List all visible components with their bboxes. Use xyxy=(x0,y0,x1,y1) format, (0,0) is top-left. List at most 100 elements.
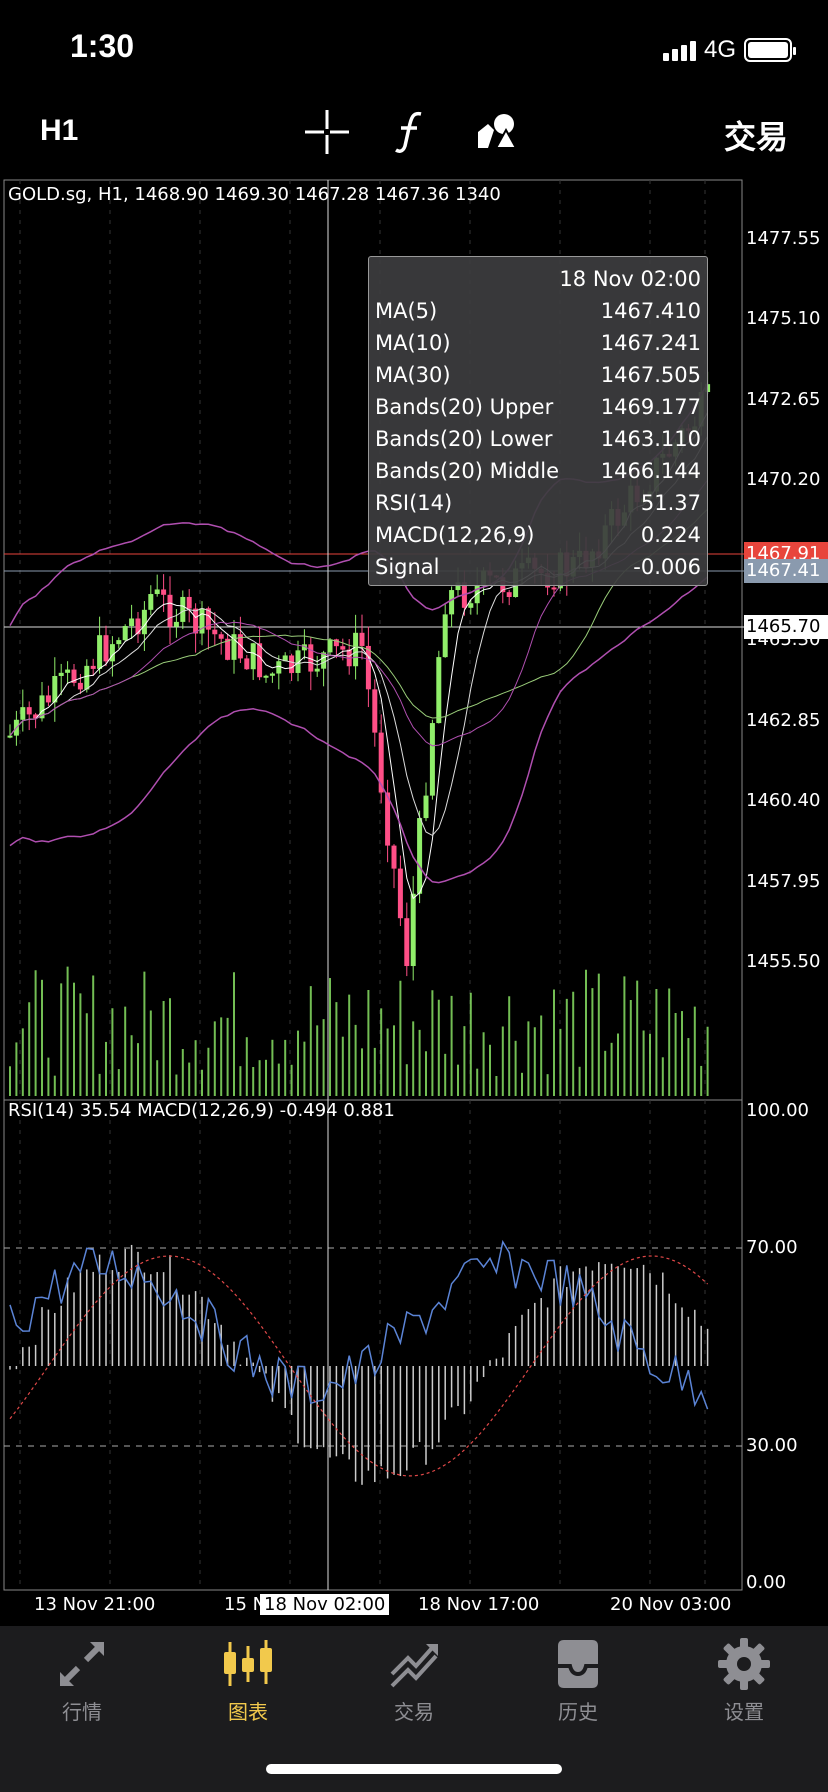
candle-body xyxy=(141,609,147,635)
crosshair-time-tag: 18 Nov 02:00 xyxy=(260,1594,390,1615)
candle-body xyxy=(263,675,269,678)
candle-body xyxy=(449,590,455,615)
candle-body xyxy=(333,639,339,647)
candle-body xyxy=(116,640,122,645)
candle-body xyxy=(404,918,410,967)
candle-body xyxy=(180,596,186,622)
candle-body xyxy=(327,639,333,653)
candle-body xyxy=(135,618,141,635)
settings-icon xyxy=(718,1638,770,1690)
trade-button[interactable]: 交易 xyxy=(723,118,788,156)
tab-settings[interactable]: 设置 xyxy=(684,1636,804,1725)
candle-body xyxy=(506,592,512,598)
candle-body xyxy=(244,658,250,670)
tooltip-row: Signal -0.006 xyxy=(375,555,701,579)
tooltip-row: RSI(14) 51.37 xyxy=(375,491,701,515)
candle-body xyxy=(269,673,275,676)
crosshair-icon[interactable] xyxy=(303,108,351,156)
main-chart-info: GOLD.sg, H1, 1468.90 1469.30 1467.28 146… xyxy=(8,184,501,205)
candle-body xyxy=(167,594,173,627)
tooltip-row: Bands(20) Lower 1463.110 xyxy=(375,427,701,451)
candle-body xyxy=(173,621,179,627)
candle-body xyxy=(321,652,327,669)
candle-body xyxy=(340,646,346,650)
candle-body xyxy=(199,608,205,634)
tooltip-row: Bands(20) Upper 1469.177 xyxy=(375,395,701,419)
indicator-axis-label: 30.00 xyxy=(746,1435,798,1456)
candle-body xyxy=(77,682,83,690)
tooltip-row: MA(5) 1467.410 xyxy=(375,299,701,323)
home-indicator xyxy=(266,1764,562,1774)
candle-body xyxy=(410,893,416,967)
candle-body xyxy=(148,594,154,610)
candle-body xyxy=(282,655,288,662)
tab-chart[interactable]: 图表 xyxy=(188,1636,308,1725)
time-axis-label: 18 Nov 17:00 xyxy=(418,1594,540,1615)
crosshair-price-tag: 1465.70 xyxy=(744,615,828,639)
status-indicators: 4G xyxy=(662,36,796,64)
tab-quotes[interactable]: 行情 xyxy=(22,1636,142,1725)
candle-body xyxy=(20,707,26,720)
candle-body xyxy=(276,661,282,674)
network-type: 4G xyxy=(703,36,736,63)
crosshair-data-window: 18 Nov 02:00 MA(5) 1467.410 MA(10) 1467.24… xyxy=(368,256,708,586)
candle-body xyxy=(391,845,397,869)
candle-body xyxy=(295,650,301,673)
candle-body xyxy=(237,634,243,659)
price-axis-label: 1462.85 xyxy=(746,710,821,731)
macd-signal-line xyxy=(9,1255,709,1477)
candle-body xyxy=(103,635,109,662)
tab-history[interactable]: 历史 xyxy=(518,1636,638,1725)
chart-icon xyxy=(224,1640,272,1686)
candle-body xyxy=(308,644,314,672)
candle-body xyxy=(436,657,442,724)
objects-icon[interactable] xyxy=(474,108,522,156)
quotes-icon xyxy=(59,1641,105,1687)
tooltip-row: MACD(12,26,9) 0.224 xyxy=(375,523,701,547)
indicator-pane-frame xyxy=(3,1099,743,1591)
candle-body xyxy=(468,603,474,608)
candle-body xyxy=(397,868,403,919)
candle-body xyxy=(212,629,218,635)
battery-icon xyxy=(744,38,796,62)
candle-body xyxy=(314,668,320,672)
status-bar: 1:30 4G xyxy=(0,0,828,100)
timeframe-button[interactable]: H1 xyxy=(40,114,79,147)
candle-body xyxy=(186,596,192,609)
candle-body xyxy=(372,689,378,733)
candle-body xyxy=(257,643,263,678)
time-axis-label: 15 N xyxy=(224,1594,267,1615)
candle-body xyxy=(154,589,160,595)
tooltip-date: 18 Nov 02:00 xyxy=(559,267,701,291)
candle-body xyxy=(33,714,39,719)
candle-body xyxy=(353,632,359,667)
indicator-axis-label: 100.00 xyxy=(746,1100,809,1121)
candle-body xyxy=(71,669,77,683)
time-axis-label: 20 Nov 03:00 xyxy=(610,1594,732,1615)
candle-body xyxy=(218,634,224,639)
tooltip-row: Bands(20) Middle 1466.144 xyxy=(375,459,701,483)
tab-trade[interactable]: 交易 xyxy=(354,1636,474,1725)
candle-body xyxy=(65,669,71,673)
candle-body xyxy=(161,589,167,595)
candle-body xyxy=(365,645,371,690)
candle-body xyxy=(301,644,307,651)
candle-body xyxy=(205,608,211,630)
candle-body xyxy=(7,735,13,738)
candle-body xyxy=(378,732,384,793)
tooltip-row: MA(10) 1467.241 xyxy=(375,331,701,355)
price-axis-label: 1475.10 xyxy=(746,308,821,329)
candle-body xyxy=(442,614,448,658)
candle-body xyxy=(385,792,391,846)
bid-price-tag: 1467.41 xyxy=(744,559,828,583)
tooltip-row: MA(30) 1467.505 xyxy=(375,363,701,387)
indicator-info: RSI(14) 35.54 MACD(12,26,9) -0.494 0.881 xyxy=(8,1100,395,1121)
candle-body xyxy=(122,626,128,641)
candle-body xyxy=(39,695,45,719)
function-icon[interactable] xyxy=(387,108,435,156)
candle-body xyxy=(90,665,96,669)
bands-lower xyxy=(9,576,709,884)
cellular-signal-icon xyxy=(662,39,696,61)
candle-body xyxy=(429,723,435,796)
candle-body xyxy=(58,672,64,677)
